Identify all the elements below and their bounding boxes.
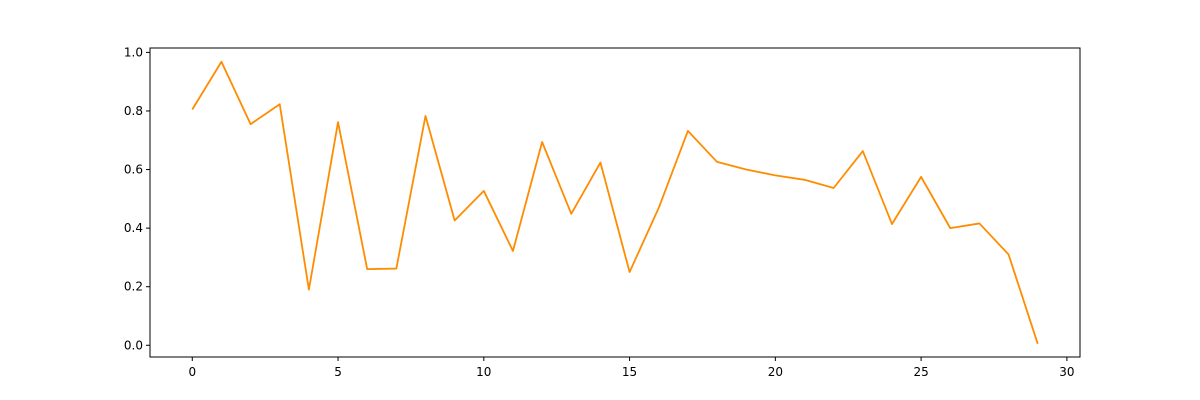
- series-line-0: [191, 60, 1039, 345]
- y-tick-label: 0.8: [124, 104, 143, 118]
- y-tick-label: 0.6: [124, 163, 143, 177]
- x-tick-label: 20: [768, 365, 783, 379]
- y-tick-label: 0.2: [124, 280, 143, 294]
- y-tick-label: 1.0: [124, 45, 143, 59]
- x-tick-label: 25: [913, 365, 928, 379]
- series-layer: [191, 60, 1039, 345]
- x-tick-label: 15: [622, 365, 637, 379]
- x-tick-label: 5: [334, 365, 342, 379]
- y-axis: 0.0 0.2 0.4 0.6 0.8 1.0: [124, 45, 150, 352]
- x-tick-label: 0: [188, 365, 196, 379]
- y-tick-label: 0.4: [124, 221, 143, 235]
- axes-frame: [149, 47, 1081, 358]
- x-tick-label: 30: [1059, 365, 1074, 379]
- x-axis: 0 5 10 15 20 25 30: [188, 357, 1075, 379]
- y-tick-label: 0.0: [124, 338, 143, 352]
- x-tick-label: 10: [476, 365, 491, 379]
